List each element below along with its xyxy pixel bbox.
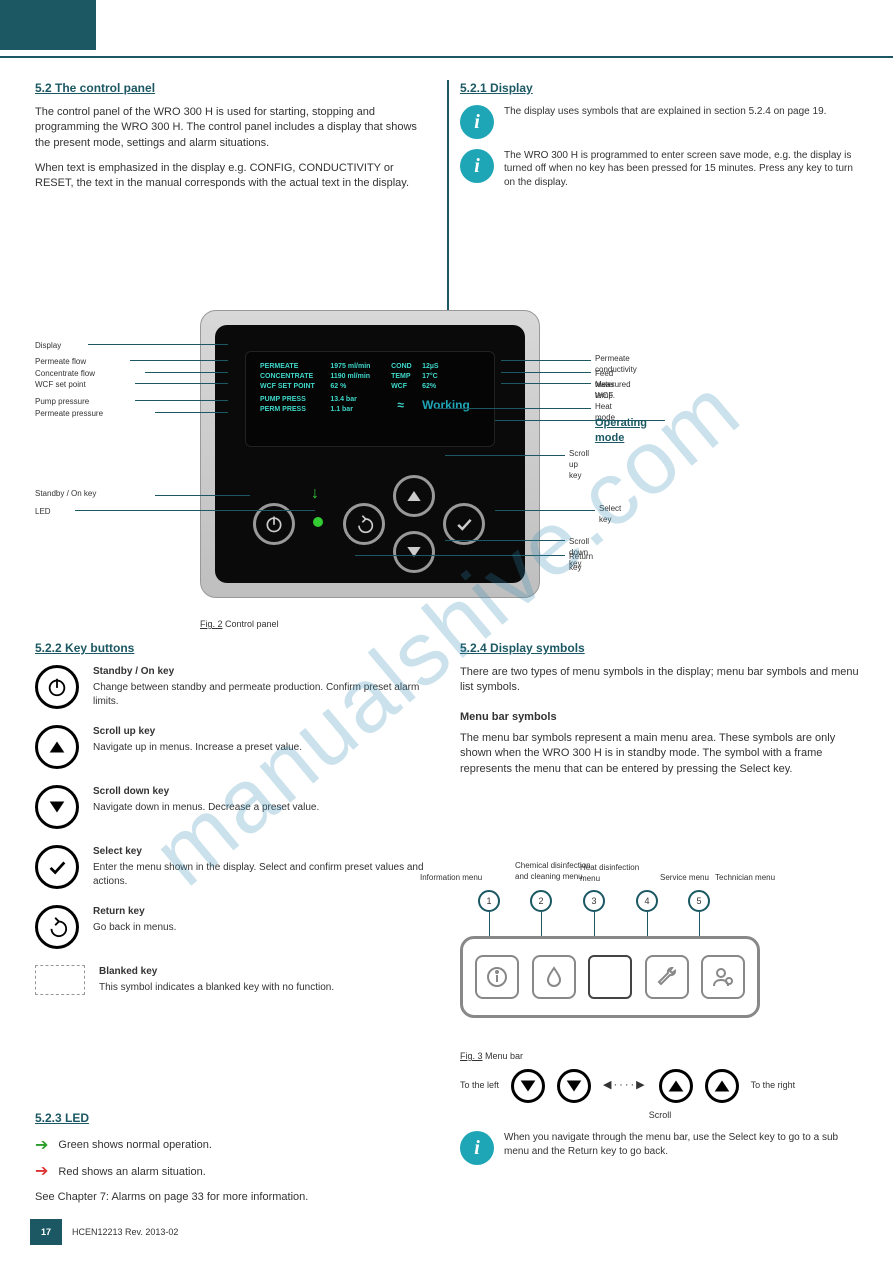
leader xyxy=(501,383,591,384)
leader xyxy=(445,540,565,541)
fig2-caption: Fig. 2 Control panel xyxy=(200,618,279,631)
leader xyxy=(155,412,228,413)
right-column: 5.2.1 Display i The display uses symbols… xyxy=(460,80,860,199)
cb-info-menu: Information menu xyxy=(420,872,482,883)
info-text-screensave: The WRO 300 H is programmed to enter scr… xyxy=(504,149,860,190)
service-menu-icon xyxy=(645,955,689,999)
fig3-caption: Menu bar xyxy=(485,1051,523,1061)
leader xyxy=(75,510,315,511)
red-arrow-icon: ➔ xyxy=(35,1161,48,1183)
section-heading-display: 5.2.1 Display xyxy=(460,80,860,97)
leader xyxy=(135,383,228,384)
up-button[interactable] xyxy=(393,475,435,517)
callout-return-key: Return key xyxy=(569,551,593,573)
leader xyxy=(135,400,228,401)
callout-led: LED xyxy=(35,506,51,517)
chapter-tab xyxy=(0,0,96,50)
callout-operating-mode: Operating mode xyxy=(595,416,647,447)
panel-buttons: ↓ xyxy=(215,473,525,593)
callout-select-key: Select key xyxy=(599,503,621,525)
up-icon xyxy=(659,1069,693,1103)
led-green-text: Green shows normal operation. xyxy=(58,1138,211,1153)
callout-concentrate-flow: Concentrate flow xyxy=(35,368,95,379)
select-button[interactable] xyxy=(443,503,485,545)
panel-face: PERMEATE1975 ml/minCOND12µS CONCENTRATE1… xyxy=(215,325,525,583)
leader xyxy=(355,555,565,556)
menubar-text: The menu bar symbols represent a main me… xyxy=(460,731,860,777)
section-heading-control-panel: 5.2 The control panel xyxy=(35,80,435,97)
nav-scroll-label: Scroll xyxy=(460,1109,860,1122)
info-menu-icon xyxy=(475,955,519,999)
blank-key-icon xyxy=(35,965,85,995)
callout-permeate-flow: Permeate flow xyxy=(35,356,86,367)
leader xyxy=(501,360,591,361)
down-button[interactable] xyxy=(393,531,435,573)
nav-right-label: To the right xyxy=(751,1079,796,1092)
info-text-symbols: The display uses symbols that are explai… xyxy=(504,105,826,139)
callout-perm-pressure: Permeate pressure xyxy=(35,408,103,419)
standby-icon xyxy=(35,665,79,709)
nav-buttons-row: To the left ◀····▶ To the right xyxy=(460,1069,860,1103)
leader xyxy=(88,344,228,345)
panel-display: PERMEATE1975 ml/minCOND12µS CONCENTRATE1… xyxy=(245,351,495,447)
cb-service-menu: Service menu xyxy=(660,872,709,883)
led-note: See Chapter 7: Alarms on page 33 for mor… xyxy=(35,1190,435,1205)
leader xyxy=(501,372,591,373)
select-icon xyxy=(35,845,79,889)
leader xyxy=(495,510,595,511)
page-number: 17 xyxy=(30,1219,62,1245)
callout-scroll-up: Scroll up key xyxy=(569,448,589,482)
display-symbols-section: 5.2.4 Display symbols There are two type… xyxy=(460,640,860,777)
leader xyxy=(155,495,250,496)
left-column-intro: 5.2 The control panel The control panel … xyxy=(35,80,435,192)
section-heading-symbols: 5.2.4 Display symbols xyxy=(460,640,860,657)
leader xyxy=(130,360,228,361)
down-icon xyxy=(511,1069,545,1103)
info-icon: i xyxy=(460,105,494,139)
callout-wcf: Measured WCF xyxy=(595,379,631,401)
cb-tech-menu: Technician menu xyxy=(715,872,775,883)
down-icon xyxy=(557,1069,591,1103)
info-icon: i xyxy=(460,1131,494,1165)
top-rule xyxy=(0,56,893,58)
status-led xyxy=(313,517,323,527)
key-buttons-section: 5.2.2 Key buttons Standby / On keyChange… xyxy=(35,640,435,1011)
callout-standby-key: Standby / On key xyxy=(35,488,96,499)
led-arrow-icon: ↓ xyxy=(311,483,319,505)
callout-pump-pressure: Pump pressure xyxy=(35,396,89,407)
intro-note: When text is emphasized in the display e… xyxy=(35,161,435,192)
leader xyxy=(145,372,228,373)
green-arrow-icon: ➔ xyxy=(35,1135,48,1157)
section-heading-led: 5.2.3 LED xyxy=(35,1110,435,1127)
fig3-no: Fig. 3 xyxy=(460,1051,483,1061)
cb-heat-menu: Heat disinfection menu xyxy=(580,862,650,884)
menubar xyxy=(460,936,760,1018)
callout-wcf-setpoint: WCF set point xyxy=(35,379,86,390)
return-icon xyxy=(35,905,79,949)
intro-paragraph: The control panel of the WRO 300 H is us… xyxy=(35,105,435,151)
menubar-heading: Menu bar symbols xyxy=(460,710,860,725)
nav-left-label: To the left xyxy=(460,1079,499,1092)
heat-menu-icon xyxy=(588,955,632,999)
callout-display: Display xyxy=(35,340,61,351)
menu-nav-section: Fig. 3 Menu bar To the left ◀····▶ To th… xyxy=(460,1050,860,1175)
info-icon: i xyxy=(460,149,494,183)
up-icon xyxy=(35,725,79,769)
leader xyxy=(435,408,591,409)
dots-icon: ◀····▶ xyxy=(603,1078,647,1093)
section-heading-keys: 5.2.2 Key buttons xyxy=(35,640,435,657)
info-nav-note: When you navigate through the menu bar, … xyxy=(504,1131,860,1165)
return-button[interactable] xyxy=(343,503,385,545)
chem-menu-icon xyxy=(532,955,576,999)
doc-ref: HCEN12213 Rev. 2013-02 xyxy=(72,1226,178,1239)
down-icon xyxy=(35,785,79,829)
tech-menu-icon xyxy=(701,955,745,999)
leader xyxy=(445,455,565,456)
symbols-intro: There are two types of menu symbols in t… xyxy=(460,665,860,696)
led-section: 5.2.3 LED ➔ Green shows normal operation.… xyxy=(35,1110,435,1205)
up-icon xyxy=(705,1069,739,1103)
led-red-text: Red shows an alarm situation. xyxy=(58,1165,205,1180)
page-footer: 17 HCEN12213 Rev. 2013-02 xyxy=(30,1219,860,1245)
